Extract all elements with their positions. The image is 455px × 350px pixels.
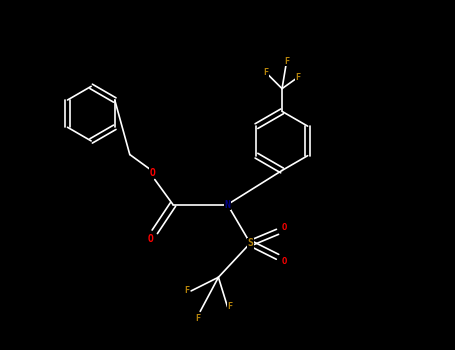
Text: F: F [184,286,189,295]
Text: O: O [147,234,153,244]
Text: N: N [225,199,230,210]
Text: O: O [282,223,287,232]
Text: F: F [295,73,300,82]
Text: F: F [228,302,232,311]
Text: F: F [284,57,289,66]
Text: O: O [282,257,287,266]
Text: O: O [150,168,156,178]
Text: S: S [247,238,253,248]
Text: F: F [263,68,268,77]
Text: F: F [196,314,201,323]
